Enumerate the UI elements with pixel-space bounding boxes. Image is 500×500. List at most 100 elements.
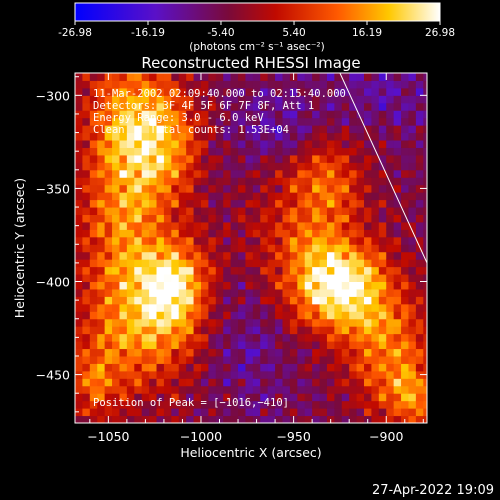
heatmap-cell [378,303,387,312]
heatmap-cell [312,102,321,111]
heatmap-cell [141,229,150,238]
heatmap-cell [319,400,328,409]
heatmap-cell [378,110,387,119]
heatmap-cell [230,214,239,223]
heatmap-cell [334,281,343,290]
heatmap-cell [75,311,83,320]
heatmap-cell [415,236,424,245]
heatmap-cell [386,169,395,178]
heatmap-cell [378,341,387,350]
heatmap-cell [112,281,120,290]
heatmap-cell [230,311,239,320]
heatmap-cell [326,393,335,402]
heatmap-cell [230,244,239,253]
heatmap-cell [134,266,143,275]
heatmap-cell [378,244,387,253]
heatmap-cell [275,125,283,134]
heatmap-cell [238,251,246,260]
heatmap-cell [401,385,409,394]
heatmap-cell [349,326,358,335]
heatmap-cell [289,259,298,268]
heatmap-cell [386,229,395,238]
heatmap-cell [393,236,402,245]
heatmap-cell [97,288,106,297]
heatmap-cell [371,236,380,245]
heatmap-cell [215,408,224,417]
heatmap-cell [208,184,217,193]
heatmap-cell [223,378,232,387]
heatmap-cell [312,348,321,357]
heatmap-cell [141,125,150,134]
heatmap-cell [297,117,306,126]
heatmap-cell [341,378,350,387]
heatmap-cell [393,348,402,357]
heatmap-cell [200,355,209,364]
heatmap-cell [82,370,91,379]
heatmap-cell [304,102,313,111]
heatmap-cell [141,207,150,215]
heatmap-cell [75,385,83,394]
heatmap-cell [171,281,180,290]
heatmap-cell [171,385,180,394]
heatmap-cell [408,110,417,119]
heatmap-cell [208,318,217,327]
heatmap-cell [415,117,424,126]
heatmap-cell [260,125,269,134]
heatmap-cell [289,80,298,89]
heatmap-cell [378,393,387,402]
heatmap-cell [378,73,387,81]
heatmap-cell [401,326,409,335]
heatmap-cell [423,229,427,238]
heatmap-cell [252,385,261,394]
heatmap-cell [193,236,202,245]
heatmap-cell [200,132,209,141]
heatmap-cell [149,303,158,312]
heatmap-cell [386,378,395,387]
heatmap-cell [149,244,158,253]
heatmap-cell [171,303,180,312]
heatmap-cell [134,169,143,178]
heatmap-cell [401,184,409,193]
heatmap-cell [364,318,372,327]
heatmap-cell [141,341,150,350]
heatmap-cell [141,370,150,379]
heatmap-cell [312,184,321,193]
heatmap-cell [163,95,172,104]
heatmap-cell [208,154,217,163]
heatmap-cell [193,370,202,379]
heatmap-cell [89,333,98,342]
heatmap-cell [401,281,409,290]
heatmap-cell [223,199,232,208]
heatmap-cell [319,303,328,312]
heatmap-cell [193,207,202,215]
heatmap-cell [89,259,98,268]
heatmap-cell [341,251,350,260]
heatmap-cell [415,259,424,268]
heatmap-cell [334,80,343,89]
heatmap-cell [97,378,106,387]
heatmap-cell [134,154,143,163]
heatmap-cell [193,80,202,89]
heatmap-cell [141,318,150,327]
heatmap-cell [156,415,165,423]
heatmap-cell [364,281,372,290]
heatmap-cell [364,214,372,223]
heatmap-cell [341,415,350,423]
heatmap-cell [97,140,106,148]
heatmap-cell [156,333,165,342]
heatmap-cell [364,266,372,275]
heatmap-cell [275,393,283,402]
heatmap-cell [97,95,106,104]
heatmap-cell [408,132,417,141]
heatmap-cell [208,95,217,104]
heatmap-cell [223,80,232,89]
heatmap-cell [193,363,202,372]
heatmap-cell [238,266,246,275]
heatmap-cell [112,274,120,283]
heatmap-cell [223,95,232,104]
heatmap-cell [134,355,143,364]
heatmap-cell [401,296,409,305]
heatmap-cell [134,102,143,111]
heatmap-cell [326,318,335,327]
heatmap-cell [186,288,195,297]
